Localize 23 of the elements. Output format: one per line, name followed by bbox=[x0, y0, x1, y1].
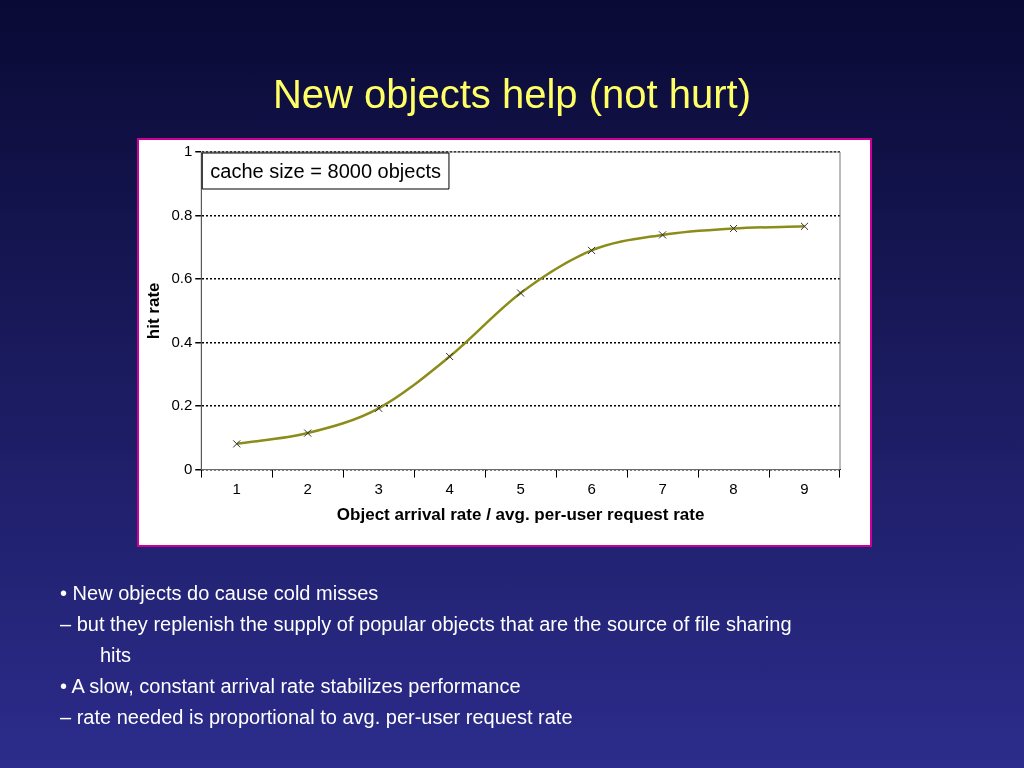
x-tick-label: 4 bbox=[445, 479, 454, 497]
text: • A slow, constant arrival rate stabilizes performance bbox=[60, 674, 522, 699]
y-tick-label: 0 bbox=[183, 459, 193, 477]
annotation: cache size = 8000 objects bbox=[210, 159, 441, 182]
x-tick-label: 2 bbox=[303, 479, 312, 497]
y-tick-label: 0.6 bbox=[171, 269, 193, 287]
chart-title: New objects help (not hurt) bbox=[272, 72, 752, 117]
text: – rate needed is proportional to avg. per-user request rate bbox=[60, 705, 574, 730]
text: • New objects do cause cold misses bbox=[60, 581, 380, 606]
x-axis-title: Object arrival rate / avg. per-user request rate bbox=[336, 505, 705, 525]
y-tick-label: 0.8 bbox=[171, 205, 193, 223]
y-tick-label: 1 bbox=[183, 142, 193, 160]
y-tick-label: 0.2 bbox=[171, 396, 193, 414]
x-tick-label: 5 bbox=[516, 479, 525, 497]
x-tick-label: 9 bbox=[800, 479, 809, 497]
x-tick-label: 6 bbox=[587, 479, 596, 497]
x-tick-label: 8 bbox=[729, 479, 738, 497]
x-tick-label: 7 bbox=[658, 479, 667, 497]
y-tick-label: 0.4 bbox=[171, 332, 193, 350]
x-tick-label: 1 bbox=[232, 479, 241, 497]
x-tick-label: 3 bbox=[374, 479, 383, 497]
y-axis-title: hit rate bbox=[143, 282, 163, 340]
text: – but they replenish the supply of popular objects that are the source of file sharing hits bbox=[60, 612, 793, 668]
